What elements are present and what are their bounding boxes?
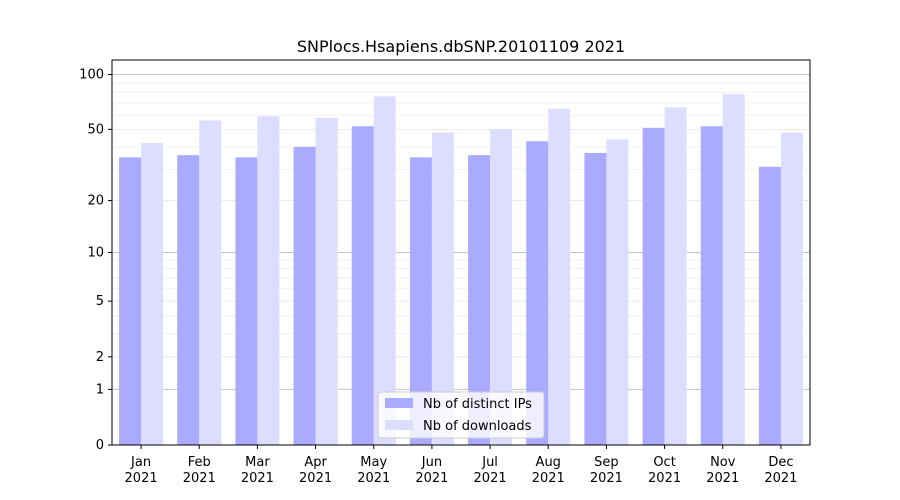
x-tick-label: Nov 2021 (706, 455, 739, 486)
bar-distinct-ips (409, 157, 432, 445)
y-axis: 0 1 2 5 10 20 50 100 (79, 68, 112, 453)
x-tick-label: Sep 2021 (590, 455, 623, 486)
y-tick-label: 50 (87, 122, 104, 137)
bar-distinct-ips (177, 155, 200, 446)
x-tick-label: Mar 2021 (241, 455, 274, 486)
bar-distinct-ips (526, 141, 549, 446)
x-tick-label: Aug 2021 (532, 455, 565, 486)
bar-downloads (548, 108, 571, 445)
y-tick-label: 0 (96, 438, 104, 453)
bar-distinct-ips (235, 157, 258, 445)
legend-label-downloads: Nb of downloads (423, 419, 532, 434)
x-tick-label: Dec 2021 (764, 455, 797, 486)
x-tick-label: Feb 2021 (183, 455, 216, 486)
bar-distinct-ips (119, 157, 142, 445)
bar-downloads (490, 129, 513, 445)
bar-distinct-ips (758, 166, 781, 446)
legend-swatch-distinct-ips (385, 398, 413, 408)
bar-distinct-ips (468, 155, 491, 446)
bar-distinct-ips (351, 126, 374, 445)
legend-swatch-downloads (385, 420, 413, 430)
bar-distinct-ips (700, 126, 723, 445)
y-tick-label: 2 (96, 350, 104, 365)
bar-downloads (141, 143, 164, 446)
bar-downloads (722, 94, 745, 445)
y-tick-label: 10 (87, 246, 104, 261)
legend: Nb of distinct IPs Nb of downloads (377, 391, 545, 439)
x-tick-label: Jun 2021 (415, 455, 448, 486)
bar-distinct-ips (584, 152, 607, 445)
bar-downloads (606, 139, 629, 445)
grid (112, 74, 810, 390)
x-tick-label: Oct 2021 (648, 455, 681, 486)
bar-downloads (431, 132, 454, 446)
x-tick-label: Jan 2021 (125, 455, 158, 486)
bar-downloads (780, 132, 803, 446)
legend-label-distinct-ips: Nb of distinct IPs (423, 397, 532, 412)
y-tick-label: 100 (79, 68, 104, 83)
bar-downloads (664, 107, 687, 446)
y-tick-label: 1 (96, 382, 104, 397)
bar-downloads (199, 120, 222, 445)
legend-box (377, 391, 545, 439)
bar-downloads (373, 96, 396, 446)
bar-downloads (315, 117, 338, 445)
x-tick-label: Apr 2021 (299, 455, 332, 486)
x-tick-label: Jul 2021 (474, 455, 507, 486)
bar-distinct-ips (642, 127, 665, 446)
bars (119, 94, 803, 446)
x-tick-label: May 2021 (357, 455, 390, 486)
chart-title: SNPlocs.Hsapiens.dbSNP.20101109 2021 (297, 37, 625, 56)
bar-downloads (257, 116, 280, 446)
x-axis: Jan 2021 Feb 2021 Mar 2021 Apr 2021 May 2021 Jun 20… (125, 445, 797, 486)
bar-distinct-ips (293, 146, 316, 445)
y-tick-label: 20 (87, 194, 104, 209)
y-tick-label: 5 (96, 294, 104, 309)
